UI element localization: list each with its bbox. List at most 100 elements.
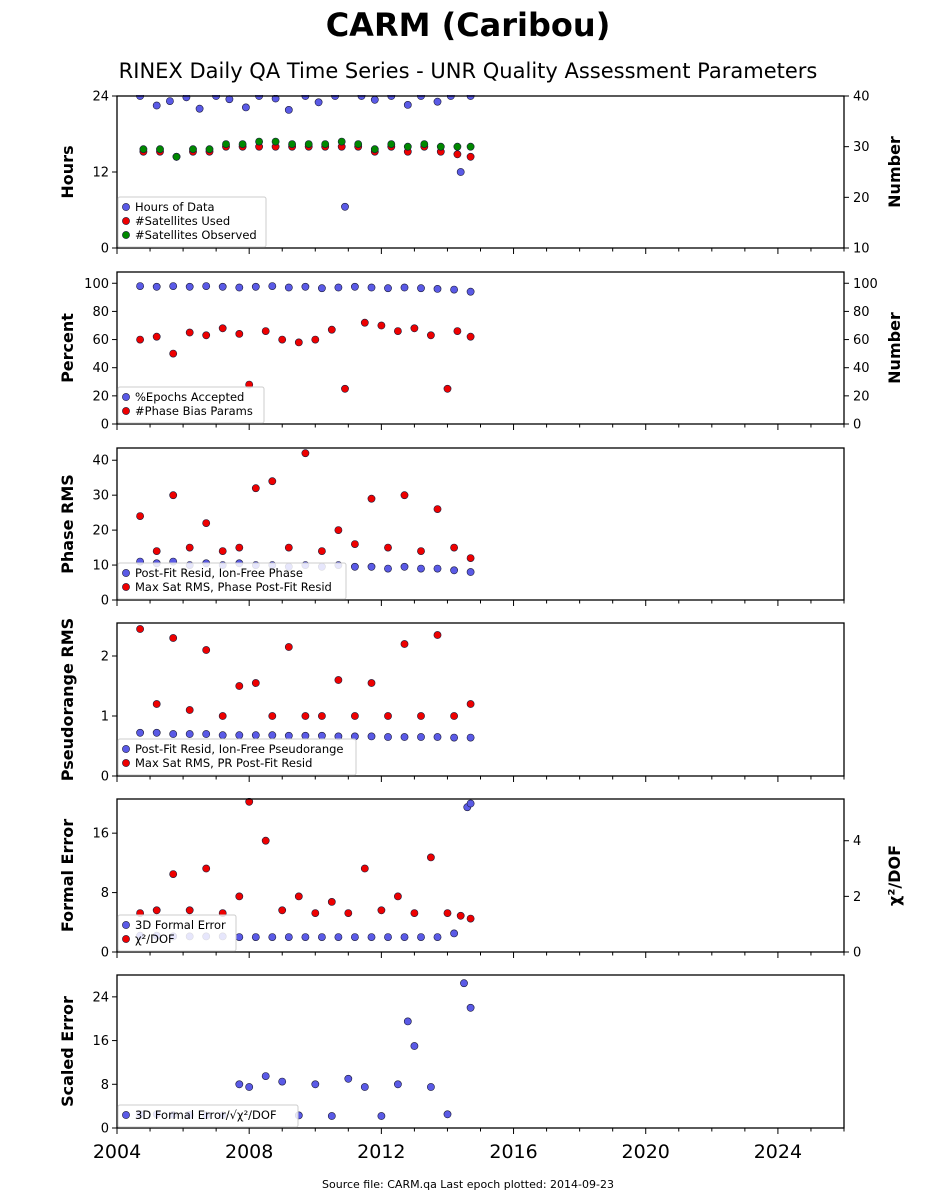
data-point-satellites-observed [304, 140, 313, 148]
y-tick-label: 40 [92, 361, 109, 376]
data-point-dof [456, 911, 465, 920]
chart-subtitle: RINEX Daily QA Time Series - UNR Quality… [119, 59, 818, 83]
legend-marker [122, 393, 130, 401]
data-point-max-sat-rms-pr-post-fit-resid [202, 646, 211, 654]
data-point-epochs-accepted [317, 284, 326, 293]
data-point-epochs-accepted [152, 282, 161, 291]
y-tick-label: 0 [101, 594, 109, 609]
legend-marker [122, 203, 130, 211]
data-point-max-sat-rms-pr-post-fit-resid [268, 712, 277, 720]
data-point-post-fit-resid-ion-free-pseudorange [251, 731, 260, 740]
data-point-hours-of-data [165, 97, 174, 105]
legend-label: Max Sat RMS, PR Post-Fit Resid [135, 756, 312, 770]
data-point-post-fit-resid-ion-free-pseudorange [136, 728, 144, 737]
data-point-hours-of-data [403, 101, 412, 109]
data-point-max-sat-rms-pr-post-fit-resid [350, 712, 359, 720]
y2-axis-label: Number [885, 136, 904, 208]
x-tick-label: 2012 [357, 1141, 405, 1163]
y2-tick-label: 0 [853, 418, 861, 433]
legend-label: #Satellites Used [135, 214, 230, 228]
legend-label: %Epochs Accepted [135, 390, 244, 404]
data-point-dof [245, 798, 254, 806]
data-point-post-fit-resid-ion-free-phase [417, 564, 425, 573]
data-point-epochs-accepted [218, 282, 227, 291]
panel-phase-rms: 0 10 20 30 40 Phase RMS Post-Fit Resid, Ion-Fr… [58, 447, 845, 609]
data-point-3d-formal-error-dof [235, 1080, 244, 1089]
data-point-3d-formal-error-dof [327, 1112, 336, 1120]
data-point-max-sat-rms-pr-post-fit-resid [169, 634, 178, 642]
data-point-max-sat-rms-pr-post-fit-resid [218, 712, 227, 720]
y-axis-label: Phase RMS [58, 474, 77, 574]
data-point-phase-bias-params [393, 327, 402, 335]
legend-marker [122, 921, 130, 929]
y-tick-label: 1 [101, 710, 109, 725]
y-tick-label: 24 [92, 90, 109, 105]
data-point-max-sat-rms-phase-post-fit-resid [466, 554, 475, 562]
data-point-max-sat-rms-pr-post-fit-resid [152, 700, 161, 708]
y2-axis-label: Number [885, 312, 904, 384]
y2-tick-label: 40 [853, 361, 870, 376]
y2-tick-label: 0 [853, 946, 861, 961]
data-point-epochs-accepted [185, 282, 194, 291]
data-point-epochs-accepted [169, 282, 178, 290]
y2-tick-label: 40 [853, 90, 870, 105]
data-point-post-fit-resid-ion-free-pseudorange [268, 731, 277, 740]
y-tick-label: 16 [92, 1034, 109, 1049]
data-point-max-sat-rms-pr-post-fit-resid [433, 631, 442, 639]
data-point-max-sat-rms-pr-post-fit-resid [367, 679, 376, 687]
data-point-epochs-accepted [301, 282, 310, 291]
data-point-hours-of-data [284, 106, 293, 114]
data-point-3d-formal-error [301, 933, 310, 941]
y2-tick-label: 80 [853, 305, 870, 320]
data-point-post-fit-resid-ion-free-pseudorange [235, 731, 244, 740]
data-point-satellites-observed [403, 142, 412, 151]
data-point-3d-formal-error [466, 799, 475, 808]
data-point-3d-formal-error-dof [393, 1080, 402, 1089]
data-point-3d-formal-error [284, 933, 293, 941]
data-point-max-sat-rms-pr-post-fit-resid [251, 679, 260, 687]
data-point-3d-formal-error [317, 933, 326, 941]
panel-percent: 0 20 40 60 80 100 0 20 40 60 80 100 Percent Number %Ep… [58, 271, 904, 433]
y-tick-label: 10 [92, 559, 109, 574]
data-point-post-fit-resid-ion-free-phase [400, 562, 409, 571]
data-point-post-fit-resid-ion-free-pseudorange [152, 728, 161, 737]
legend-label: Post-Fit Resid, Ion-Free Pseudorange [135, 742, 343, 756]
footer-source: Source file: CARM.qa Last epoch plotted:… [322, 1178, 614, 1191]
data-point-post-fit-resid-ion-free-phase [466, 568, 475, 576]
data-point-3d-formal-error-dof [377, 1112, 386, 1120]
legend-box [117, 738, 357, 776]
data-point-dof [202, 864, 211, 873]
data-point-phase-bias-params [136, 335, 144, 344]
y-tick-label: 24 [92, 990, 109, 1005]
legend: 3D Formal Error/√χ²/DOF [117, 1104, 299, 1128]
data-point-epochs-accepted [400, 283, 409, 292]
data-point-max-sat-rms-phase-post-fit-resid [152, 547, 161, 555]
data-point-hours-of-data [433, 97, 442, 106]
data-point-dof [466, 914, 475, 923]
data-point-epochs-accepted [367, 283, 376, 292]
y2-tick-label: 30 [853, 140, 870, 155]
data-point-epochs-accepted [433, 284, 442, 293]
data-point-phase-bias-params [443, 384, 452, 393]
y2-tick-label: 10 [853, 242, 870, 257]
y-tick-label: 0 [101, 418, 109, 433]
data-point-hours-of-data [370, 95, 379, 104]
data-point-max-sat-rms-phase-post-fit-resid [235, 543, 244, 552]
data-point-dof [311, 909, 320, 917]
data-point-max-sat-rms-pr-post-fit-resid [301, 712, 310, 720]
data-point-3d-formal-error [450, 929, 458, 938]
y-tick-label: 40 [92, 454, 109, 469]
data-point-max-sat-rms-phase-post-fit-resid [384, 543, 392, 552]
data-point-epochs-accepted [350, 282, 359, 291]
data-point-3d-formal-error [251, 933, 260, 941]
data-point-post-fit-resid-ion-free-phase [384, 564, 392, 573]
y2-tick-label: 60 [853, 333, 870, 348]
y-tick-label: 60 [92, 333, 109, 348]
y-tick-label: 100 [84, 277, 109, 292]
data-point-dof [344, 909, 353, 917]
legend-label: χ²/DOF [135, 932, 175, 946]
y-tick-label: 30 [92, 489, 109, 504]
data-point-epochs-accepted [268, 282, 277, 290]
